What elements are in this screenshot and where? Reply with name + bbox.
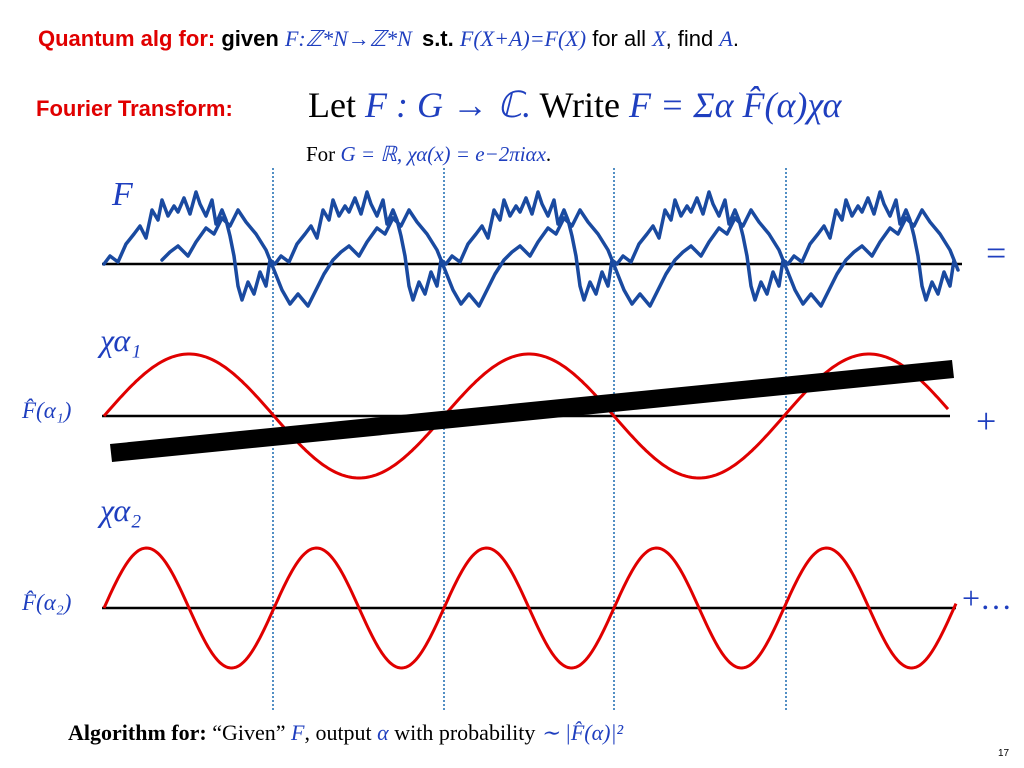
algorithm-with-prob: with probability (394, 720, 536, 745)
title-map: F:ℤ*N→ℤ*N (284, 26, 412, 51)
algorithm-given: “Given” (212, 720, 286, 745)
coefficient-1-label: F̂(α₁) (22, 398, 72, 423)
algorithm-statement: Algorithm for: “Given” F, output α with … (68, 720, 623, 746)
algorithm-var-F: F (290, 720, 305, 745)
fourier-formula: Let F : G → ℂ. Write F = Σα F̂(α)χα (308, 84, 841, 126)
title-var-a: A (719, 26, 733, 51)
plus-ellipsis-operator: +… (962, 580, 1013, 616)
sub-for: For (306, 142, 336, 166)
function-F-curve (102, 190, 960, 308)
algorithm-var-alpha: α (377, 720, 389, 745)
sub-formula: G = ℝ, χα(x) = e−2πiαx (340, 142, 546, 166)
label-chi1: χα₁ (100, 322, 142, 358)
page-number: 17 (998, 748, 1010, 759)
algorithm-label: Algorithm for: (68, 720, 207, 745)
title-for-all: for all (592, 26, 646, 51)
fourier-subformula: For G = ℝ, χα(x) = e−2πiαx. (306, 142, 551, 167)
formula-sum: F = Σα F̂(α)χα (628, 85, 842, 125)
title-condition: F(X+A)=F(X) (459, 26, 587, 51)
formula-let: Let (308, 85, 356, 125)
formula-map: F : G → ℂ. (364, 85, 532, 125)
equals-operator: = (986, 233, 1007, 273)
strike-bar (110, 360, 954, 462)
title-var-x: X (652, 26, 666, 51)
plus-operator: + (976, 401, 997, 441)
title-find: , find (665, 26, 714, 51)
label-chi2: χα₂ (100, 492, 142, 528)
title-given: given (221, 26, 279, 51)
algorithm-output: , output (304, 720, 372, 745)
character-chi2-curve (102, 546, 958, 670)
label-F: F (112, 176, 133, 213)
slide-title: Quantum alg for: given F:ℤ*N→ℤ*N s.t. F(… (38, 26, 739, 52)
fourier-label: Fourier Transform: (36, 96, 233, 121)
sub-period: . (545, 142, 552, 166)
algorithm-formula: ∼ |F̂(α)|² (540, 720, 624, 745)
formula-write: Write (539, 85, 620, 125)
title-period: . (732, 26, 739, 51)
title-st: s.t. (421, 26, 454, 51)
coefficient-2-label: F̂(α₂) (22, 590, 72, 615)
title-prefix: Quantum alg for: (38, 26, 216, 51)
